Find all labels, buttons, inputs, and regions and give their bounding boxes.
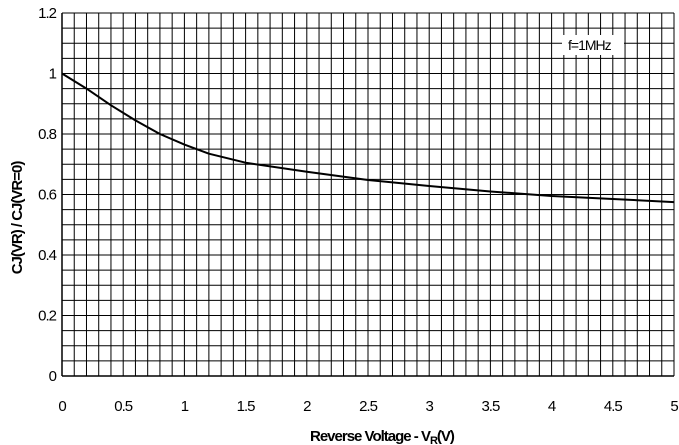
x-tick-label: 0: [58, 398, 66, 415]
x-tick-label: 1.5: [237, 398, 256, 415]
annotation-frequency: f=1MHz: [568, 37, 612, 53]
y-tick-label: 1.2: [38, 5, 57, 22]
y-tick-label: 0.2: [38, 308, 57, 325]
y-axis-title: CJ(VR) / CJ(VR=0): [9, 161, 26, 275]
grid-lines: [61, 12, 675, 377]
y-tick-labels: 0 0.2 0.4 0.6 0.8 1 1.2: [38, 5, 58, 385]
x-tick-label: 3.5: [481, 398, 500, 415]
x-axis-title-main: Reverse Voltage - V: [310, 428, 431, 445]
x-tick-label: 0.5: [114, 398, 133, 415]
x-axis-title: Reverse Voltage - VR(V): [310, 428, 455, 445]
y-tick-label: 0.8: [38, 126, 57, 143]
x-tick-labels: 0 0.5 1 1.5 2 2.5 3 3.5 4 4.5 5: [58, 398, 679, 415]
y-tick-label: 1: [49, 66, 57, 83]
y-tick-label: 0.4: [38, 247, 57, 264]
y-tick-label: 0: [49, 368, 57, 385]
annotation-box: f=1MHz: [562, 35, 624, 55]
x-tick-label: 3: [426, 398, 434, 415]
x-tick-label: 4: [548, 398, 556, 415]
axes: [61, 13, 674, 377]
x-tick-label: 2.5: [359, 398, 378, 415]
x-axis-title-unit: (V): [437, 428, 455, 445]
x-tick-label: 2: [303, 398, 311, 415]
annotation-background: [562, 35, 624, 55]
x-tick-label: 4.5: [604, 398, 623, 415]
x-axis-title-sub: R: [430, 435, 438, 445]
x-tick-label: 1: [181, 398, 189, 415]
series-group: [61, 72, 675, 204]
x-tick-label: 5: [670, 398, 678, 415]
series-line: [61, 72, 675, 204]
y-tick-label: 0.6: [38, 187, 57, 204]
